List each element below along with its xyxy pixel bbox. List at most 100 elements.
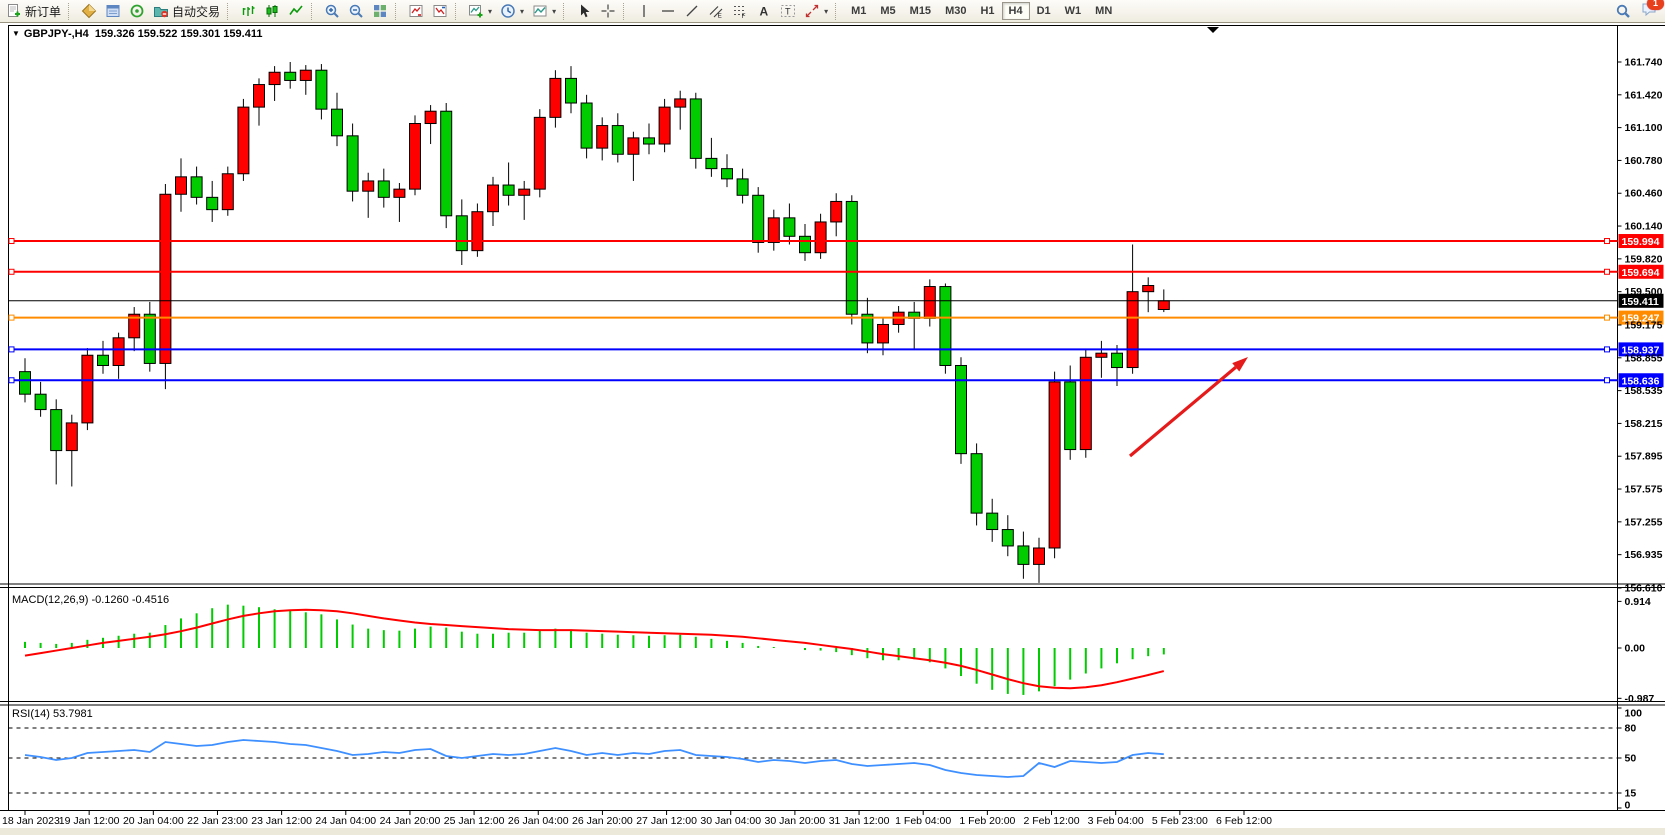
timeframe-button-d1[interactable]: D1	[1030, 2, 1058, 20]
vline-button[interactable]	[632, 1, 656, 21]
clock-icon	[500, 3, 516, 19]
svg-text:160.780: 160.780	[1625, 155, 1663, 167]
diamond-icon	[81, 3, 97, 19]
label-button[interactable]: T	[776, 1, 800, 21]
timeframe-button-m30[interactable]: M30	[938, 2, 973, 20]
chart-shift-button[interactable]	[404, 1, 428, 21]
search-button[interactable]	[1611, 1, 1635, 21]
market-watch-button[interactable]	[77, 1, 101, 21]
chevron-down-icon[interactable]: ▾	[488, 6, 493, 16]
svg-text:30 Jan 20:00: 30 Jan 20:00	[765, 815, 826, 827]
svg-text:158.215: 158.215	[1625, 418, 1663, 430]
trendline-icon	[684, 3, 700, 19]
svg-text:31 Jan 12:00: 31 Jan 12:00	[829, 815, 890, 827]
chevron-down-icon[interactable]: ▾	[552, 6, 557, 16]
hline-158.937[interactable]: 158.937	[8, 342, 1664, 357]
svg-text:24 Jan 20:00: 24 Jan 20:00	[380, 815, 441, 827]
data-window-button[interactable]	[101, 1, 125, 21]
panel-borders	[0, 25, 1665, 811]
autotrade-button[interactable]: 自动交易	[149, 1, 224, 21]
hline-159.994[interactable]: 159.994	[8, 234, 1664, 249]
toolbar-separator	[311, 2, 316, 20]
timeframe-button-m5[interactable]: M5	[873, 2, 902, 20]
channel-icon: E	[708, 3, 724, 19]
svg-text:19 Jan 12:00: 19 Jan 12:00	[59, 815, 120, 827]
collapse-icon[interactable]: ▼	[12, 29, 20, 38]
new-chart-icon	[468, 3, 484, 19]
svg-text:22 Jan 23:00: 22 Jan 23:00	[187, 815, 248, 827]
toolbar-separator	[227, 2, 232, 20]
notification-badge: 1	[1647, 0, 1664, 10]
chart-window: 159.994 159.694 159.247 158.937 158.636 159.4…	[0, 24, 1665, 835]
bid-price-line: 159.411	[8, 293, 1664, 308]
data-window-icon	[105, 3, 121, 19]
hline-159.694[interactable]: 159.694	[8, 264, 1664, 279]
timeframe-button-h4[interactable]: H4	[1001, 2, 1030, 20]
svg-text:26 Jan 04:00: 26 Jan 04:00	[508, 815, 569, 827]
svg-text:15: 15	[1625, 788, 1637, 800]
svg-text:161.740: 161.740	[1625, 57, 1663, 69]
bar-chart-button[interactable]	[236, 1, 260, 21]
rsi-panel: 100 80 50 150	[8, 707, 1642, 812]
chevron-down-icon[interactable]: ▾	[520, 6, 525, 16]
toolbar-separator	[563, 2, 568, 20]
autotrade-icon	[153, 3, 169, 19]
timeframe-button-h1[interactable]: H1	[973, 2, 1001, 20]
hline-button[interactable]	[656, 1, 680, 21]
zoom-out-button[interactable]	[344, 1, 368, 21]
svg-text:3 Feb 04:00: 3 Feb 04:00	[1088, 815, 1144, 827]
channel-button[interactable]: E	[704, 1, 728, 21]
timeframe-button-m1[interactable]: M1	[844, 2, 873, 20]
new-order-button[interactable]: 新订单	[2, 1, 65, 21]
svg-text:160.140: 160.140	[1625, 221, 1663, 233]
svg-text:158.636: 158.636	[1622, 375, 1660, 387]
crosshair-button[interactable]	[596, 1, 620, 21]
templates-button[interactable]: ▾	[528, 1, 560, 21]
text-button[interactable]: A	[752, 1, 776, 21]
svg-text:5 Feb 23:00: 5 Feb 23:00	[1152, 815, 1208, 827]
hline-159.247[interactable]: 159.247	[8, 310, 1664, 325]
svg-text:161.100: 161.100	[1625, 122, 1663, 134]
template-icon	[532, 3, 548, 19]
auto-scroll-icon	[432, 3, 448, 19]
toolbar-separator	[455, 2, 460, 20]
toolbar: 新订单 自动交易 ▾ ▾ ▾ E F A T ▾ M1 M5 M15 M30 H1 H4 D1 W1 MN 1	[0, 0, 1665, 23]
zoom-in-button[interactable]	[320, 1, 344, 21]
svg-text:0.00: 0.00	[1625, 643, 1646, 655]
new-chart-button[interactable]: ▾	[464, 1, 496, 21]
zoom-out-icon	[348, 3, 364, 19]
line-chart-button[interactable]	[284, 1, 308, 21]
svg-text:157.255: 157.255	[1625, 516, 1663, 528]
price-axis: 161.740 161.420 161.100 160.780 160.460 160.1…	[1617, 57, 1663, 594]
toolbar-separator	[835, 2, 840, 20]
auto-scroll-button[interactable]	[428, 1, 452, 21]
chart-title-text: GBPJPY-,H4 159.326 159.522 159.301 159.4…	[23, 28, 263, 40]
toolbar-separator	[623, 2, 628, 20]
svg-text:156.935: 156.935	[1625, 549, 1663, 561]
timeframe-button-w1[interactable]: W1	[1058, 2, 1089, 20]
svg-text:80: 80	[1625, 723, 1637, 735]
trend-arrow[interactable]	[1128, 357, 1248, 458]
candlestick-button[interactable]	[260, 1, 284, 21]
vline-icon	[636, 3, 652, 19]
hline-158.636[interactable]: 158.636	[8, 373, 1664, 388]
svg-text:159.175: 159.175	[1625, 319, 1663, 331]
candlestick-icon	[264, 3, 280, 19]
tile-windows-button[interactable]	[368, 1, 392, 21]
chat-button[interactable]: 1	[1641, 0, 1664, 22]
shapes-button[interactable]: ▾	[800, 1, 832, 21]
chevron-down-icon[interactable]: ▾	[824, 6, 829, 16]
fibonacci-button[interactable]: F	[728, 1, 752, 21]
svg-text:159.411: 159.411	[1622, 296, 1660, 308]
scroll-marker-icon[interactable]	[1207, 27, 1219, 33]
svg-text:156.610: 156.610	[1625, 582, 1663, 594]
navigator-button[interactable]	[125, 1, 149, 21]
timeframe-button-m15[interactable]: M15	[903, 2, 938, 20]
chart-title: ▼ GBPJPY-,H4 159.326 159.522 159.301 159.…	[12, 28, 262, 40]
periods-button[interactable]: ▾	[496, 1, 528, 21]
svg-text:6 Feb 12:00: 6 Feb 12:00	[1216, 815, 1272, 827]
rsi-indicator-label: RSI(14) 53.7981	[12, 708, 93, 720]
trendline-button[interactable]	[680, 1, 704, 21]
cursor-button[interactable]	[572, 1, 596, 21]
timeframe-button-mn[interactable]: MN	[1088, 2, 1119, 20]
